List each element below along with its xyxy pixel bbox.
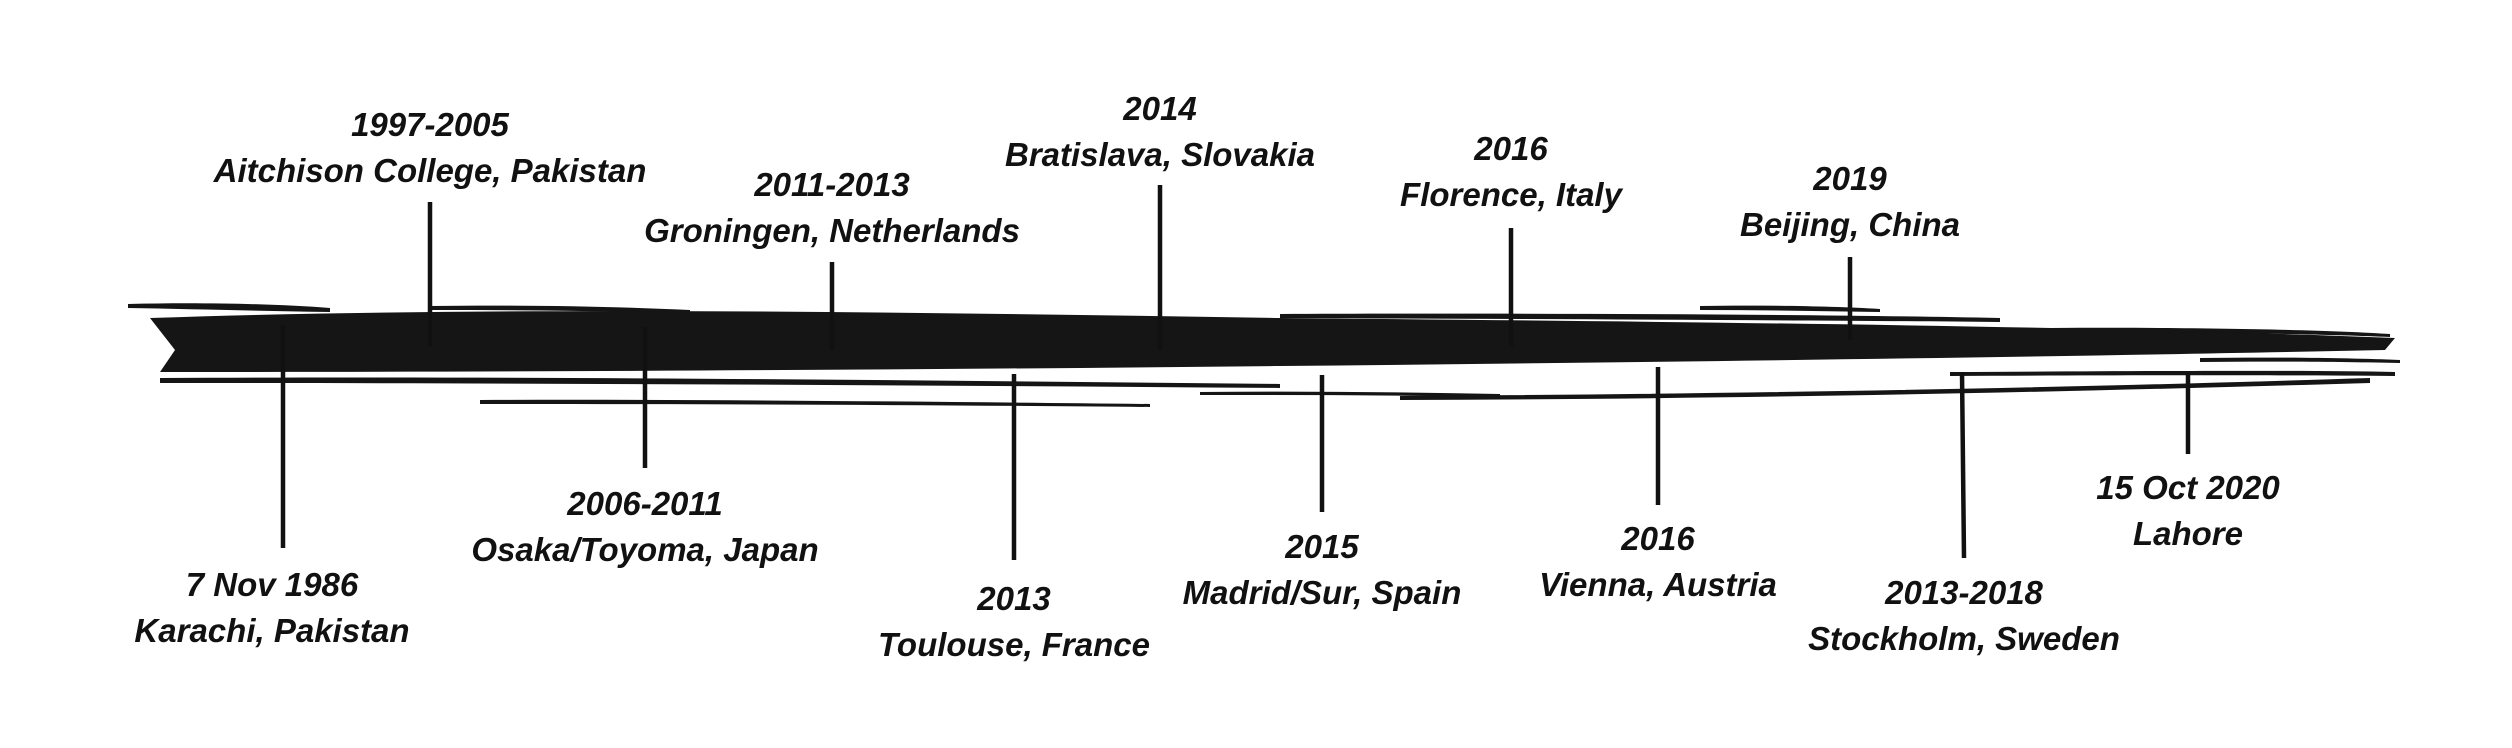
event-place: Osaka/Toyoma, Japan <box>471 531 819 568</box>
event-place: Vienna, Austria <box>1539 566 1777 603</box>
event-place: Toulouse, France <box>878 626 1150 663</box>
event-date: 1997-2005 <box>351 106 509 143</box>
event-date: 15 Oct 2020 <box>2096 469 2280 506</box>
connector-line-11 <box>1959 371 1967 559</box>
event-date: 2013-2018 <box>1885 574 2043 611</box>
event-date: 2019 <box>1813 160 1887 197</box>
event-label-lahore: 15 Oct 2020 Lahore <box>2096 465 2279 557</box>
event-place: Bratislava, Slovakia <box>1004 136 1316 173</box>
event-date: 2016 <box>1474 130 1548 167</box>
event-label-stockholm: 2013-2018 Stockholm, Sweden <box>1808 570 2120 662</box>
brush-stroke-band <box>128 303 2400 407</box>
event-label-osaka: 2006-2011 Osaka/Toyoma, Japan <box>471 481 818 573</box>
event-label-vienna: 2016 Vienna, Austria <box>1539 516 1777 608</box>
event-label-karachi: 7 Nov 1986 Karachi, Pakistan <box>134 562 409 654</box>
event-place: Stockholm, Sweden <box>1808 620 2120 657</box>
event-label-madrid: 2015 Madrid/Sur, Spain <box>1183 524 1462 616</box>
event-label-bratislava: 2014 Bratislava, Slovakia <box>1005 86 1315 178</box>
event-label-groningen: 2011-2013 Groningen, Netherlands <box>644 162 1020 254</box>
event-date: 7 Nov 1986 <box>185 566 359 603</box>
event-date: 2006-2011 <box>567 485 723 522</box>
event-place: Aitchison College, Pakistan <box>213 152 647 189</box>
event-place: Lahore <box>2132 515 2244 552</box>
event-place: Groningen, Netherlands <box>644 212 1020 249</box>
event-place: Madrid/Sur, Spain <box>1182 574 1462 611</box>
connector-lines <box>280 185 2191 560</box>
event-label-florence: 2016 Florence, Italy <box>1400 126 1622 218</box>
event-date: 2016 <box>1621 520 1695 557</box>
event-date: 2013 <box>977 580 1051 617</box>
event-place: Karachi, Pakistan <box>134 612 410 649</box>
event-date: 2011-2013 <box>754 166 910 203</box>
event-date: 2015 <box>1285 528 1359 565</box>
event-label-beijing: 2019 Beijing, China <box>1740 156 1960 248</box>
event-place: Beijing, China <box>1739 206 1961 243</box>
event-label-toulouse: 2013 Toulouse, France <box>878 576 1150 668</box>
event-date: 2014 <box>1123 90 1197 127</box>
event-label-aitchison: 1997-2005 Aitchison College, Pakistan <box>214 102 647 194</box>
event-place: Florence, Italy <box>1400 176 1622 213</box>
